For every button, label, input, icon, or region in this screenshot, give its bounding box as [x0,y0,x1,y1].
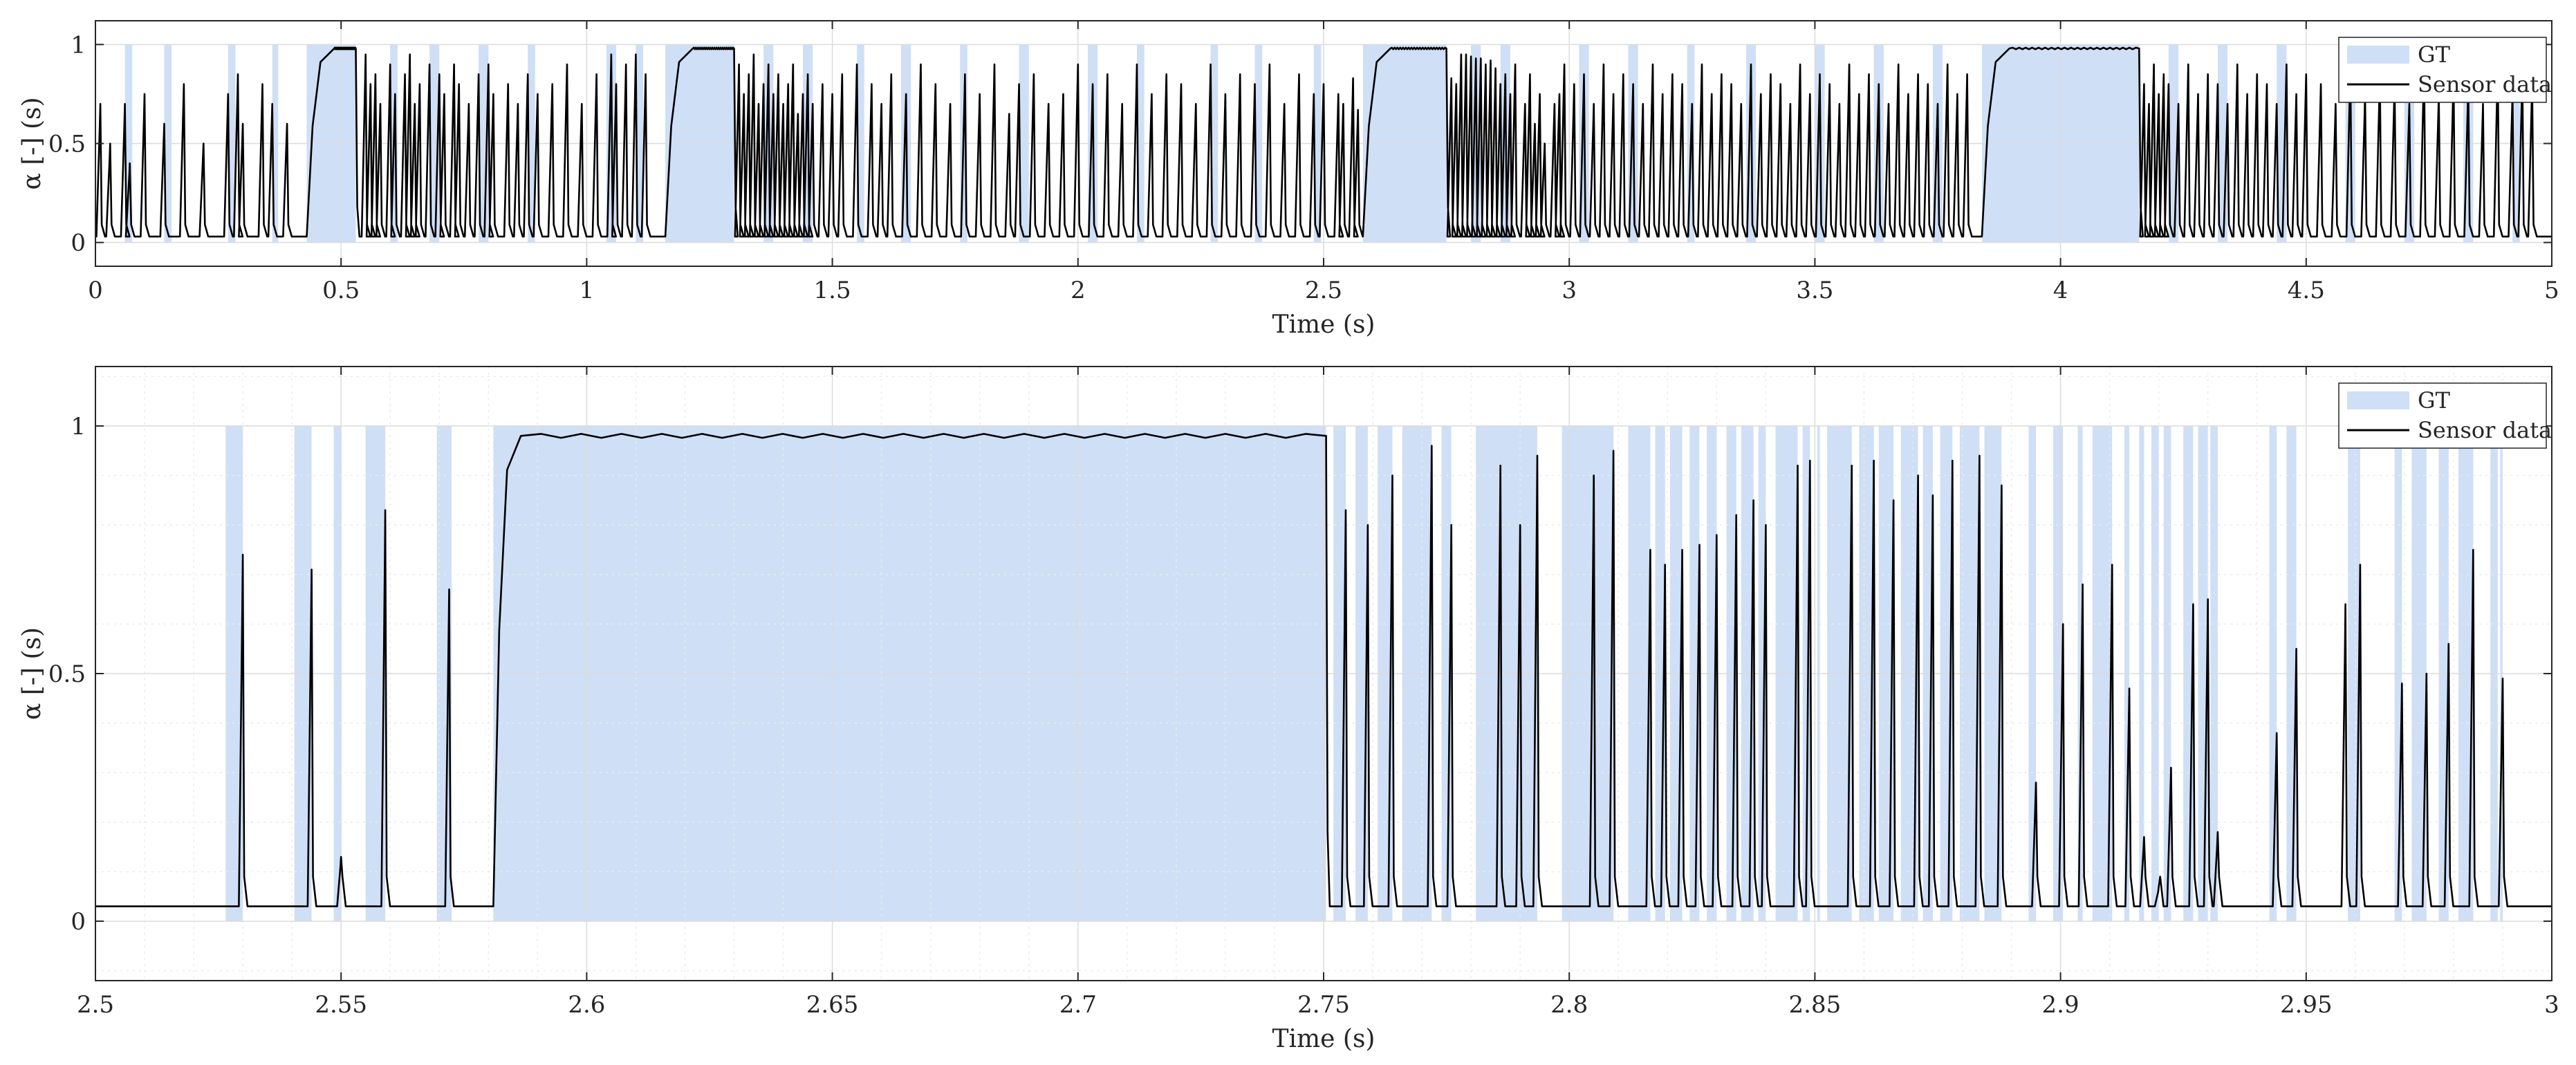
x-tick-label-bottom-5: 2.75 [1297,991,1350,1019]
y-tick-label-top-1: 0.5 [48,131,86,158]
legend-bottom: GT Sensor data [2338,382,2552,449]
x-tick-label-top-1: 0.5 [322,277,360,304]
chart-bottom-panel: 2.5 2.55 2.6 2.65 2.7 2.75 2.8 2.85 2.9 2.95 3 0 0.5… [18,366,2559,1053]
x-tick-label-bottom-4: 2.7 [1059,991,1097,1019]
y-tick-label-top-2: 1 [71,31,86,59]
x-tick-label-bottom-6: 2.8 [1550,991,1588,1019]
legend-entry-gt-top: GT [2418,41,2451,68]
x-axis-label-top: Time (s) [1272,311,1375,339]
sensor-line-bottom [95,433,2552,907]
ticks-layer-top: 0 0.5 1 1.5 2 2.5 3 3.5 4 4.5 5 0 0.5 1 [48,21,2559,304]
legend-entry-sensor-bottom: Sensor data [2418,417,2552,443]
x-tick-label-top-10: 5 [2544,277,2559,304]
x-tick-label-bottom-9: 2.95 [2280,991,2333,1019]
x-tick-label-bottom-3: 2.65 [806,991,859,1019]
sensor-layer-top [95,46,2552,238]
y-tick-label-bottom-2: 1 [71,413,86,441]
x-tick-label-bottom-0: 2.5 [77,991,114,1019]
y-tick-label-bottom-0: 0 [71,908,86,936]
x-tick-label-top-7: 3.5 [1796,277,1833,304]
legend-swatch-gt-bottom [2347,391,2409,409]
x-tick-label-top-6: 3 [1562,277,1577,304]
y-axis-label-top: α [-] (s) [18,97,46,189]
y-tick-label-top-0: 0 [71,230,86,257]
x-tick-label-top-5: 2.5 [1305,277,1342,304]
x-axis-label-bottom: Time (s) [1272,1025,1375,1053]
x-tick-label-bottom-1: 2.55 [315,991,367,1019]
x-tick-label-top-4: 2 [1071,277,1086,304]
legend-entry-sensor-top: Sensor data [2418,71,2552,98]
legend-top: GT Sensor data [2338,37,2552,103]
x-tick-label-top-0: 0 [88,277,103,304]
x-tick-label-top-2: 1 [580,277,595,304]
x-tick-label-top-9: 4.5 [2288,277,2325,304]
x-tick-label-bottom-8: 2.9 [2042,991,2079,1019]
ticks-layer-bottom: 2.5 2.55 2.6 2.65 2.7 2.75 2.8 2.85 2.9 2.95 3 0 0.5… [48,367,2559,1019]
x-tick-label-bottom-7: 2.85 [1789,991,1842,1019]
grid-layer-bottom [95,367,2552,981]
sensor-layer-bottom [95,433,2552,907]
x-tick-label-bottom-10: 3 [2544,991,2559,1019]
y-axis-label-bottom: α [-] (s) [18,627,46,720]
legend-swatch-gt-top [2347,46,2409,64]
x-tick-label-bottom-2: 2.6 [568,991,605,1019]
y-tick-label-bottom-1: 0.5 [48,660,86,688]
chart-top-panel: 0 0.5 1 1.5 2 2.5 3 3.5 4 4.5 5 0 0.5 1 Time (s) α [-… [18,20,2559,339]
x-tick-label-top-8: 4 [2053,277,2068,304]
x-tick-label-top-3: 1.5 [814,277,851,304]
legend-entry-gt-bottom: GT [2418,387,2451,414]
sensor-line-top [95,46,2552,238]
